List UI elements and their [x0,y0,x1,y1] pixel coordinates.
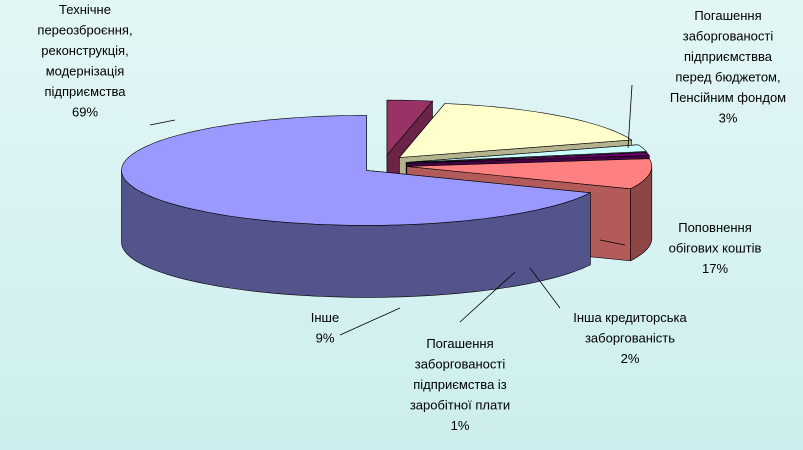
slice-top [406,151,650,164]
leader-line [529,267,561,309]
leader-line [149,119,176,126]
value-label: 1% [451,418,470,433]
leader-line [627,84,633,149]
category-label: Інша кредиторська заборгованість [573,310,687,346]
category-label: Погашення заборгованості підприємствва пере… [670,8,786,105]
slice-top [398,103,633,158]
value-label: 2% [621,351,640,366]
leader-line [339,307,401,336]
value-label: 17% [702,261,728,276]
slice-top [121,115,592,226]
leader-line [459,271,516,323]
slice [121,115,592,298]
value-label: 69% [72,105,98,120]
slice-top [386,99,434,156]
value-label: 9% [316,331,335,346]
category-label: Погашення заборгованості підприємства із за… [410,336,510,413]
leader-line [599,239,626,246]
category-label: Інше [311,310,339,325]
category-label: Поповнення обігових коштів [669,220,762,256]
slice-top [406,158,653,190]
category-label: Технічне переозброєння, реконструкція, моде… [37,2,132,99]
value-label: 3% [719,111,738,126]
slice-top [406,144,647,163]
